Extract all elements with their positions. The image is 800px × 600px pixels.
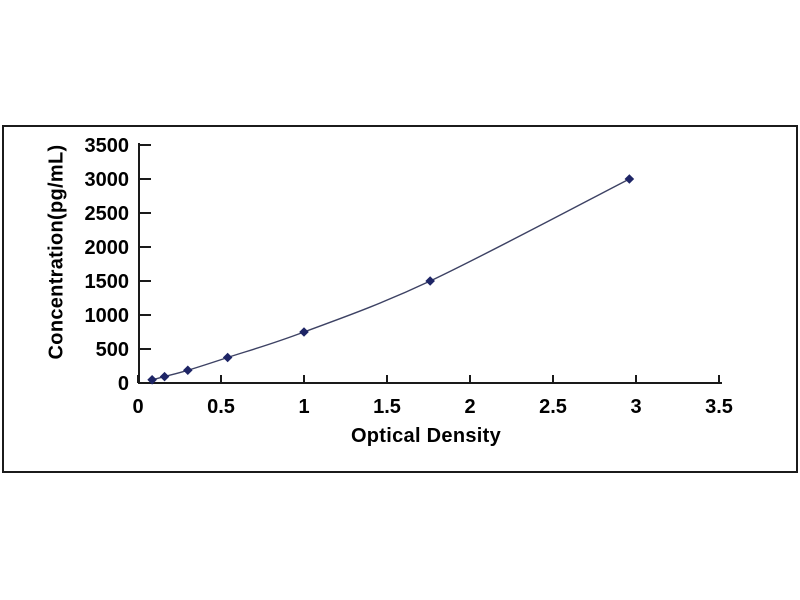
x-axis-tick-labels: 0 0.5 1 1.5 2 2.5 3 3.5	[132, 396, 732, 418]
diamond-marker	[159, 371, 170, 382]
y-tick-label: 1500	[85, 271, 130, 293]
diamond-marker	[299, 327, 309, 337]
diamond-marker	[425, 276, 435, 286]
chart-frame	[2, 125, 798, 473]
axes	[138, 143, 722, 384]
diamond-marker	[183, 365, 193, 376]
y-axis-tick-labels: 0 500 1000 1500 2000 2500 3000 3500	[85, 135, 130, 395]
diamond-marker	[222, 352, 233, 363]
x-tick-label: 3	[630, 396, 641, 418]
y-tick-label: 2000	[85, 237, 130, 259]
y-tick-label: 1000	[85, 305, 130, 327]
x-tick-label: 1.5	[373, 396, 401, 418]
y-axis-title: Concentration(pg/mL)	[45, 144, 68, 360]
x-axis-tick-marks	[137, 375, 720, 383]
x-tick-label: 0	[132, 396, 143, 418]
diamond-marker	[624, 174, 635, 184]
x-tick-label: 1	[298, 396, 309, 418]
standard-curve-line	[151, 178, 630, 381]
y-axis-tick-marks	[139, 144, 151, 384]
y-tick-label: 500	[96, 339, 129, 361]
y-tick-label: 2500	[85, 203, 130, 225]
series-curve	[151, 178, 630, 381]
data-point-markers	[147, 174, 635, 385]
y-tick-label: 0	[118, 373, 129, 395]
y-tick-label: 3500	[85, 135, 130, 157]
x-axis-title: Optical Density	[350, 425, 502, 447]
x-tick-label: 2.5	[539, 396, 567, 418]
y-tick-label: 3000	[85, 169, 130, 191]
x-tick-label: 2	[464, 396, 475, 418]
x-tick-label: 3.5	[705, 396, 733, 418]
x-tick-label: 0.5	[207, 396, 235, 418]
diamond-marker	[147, 375, 157, 385]
